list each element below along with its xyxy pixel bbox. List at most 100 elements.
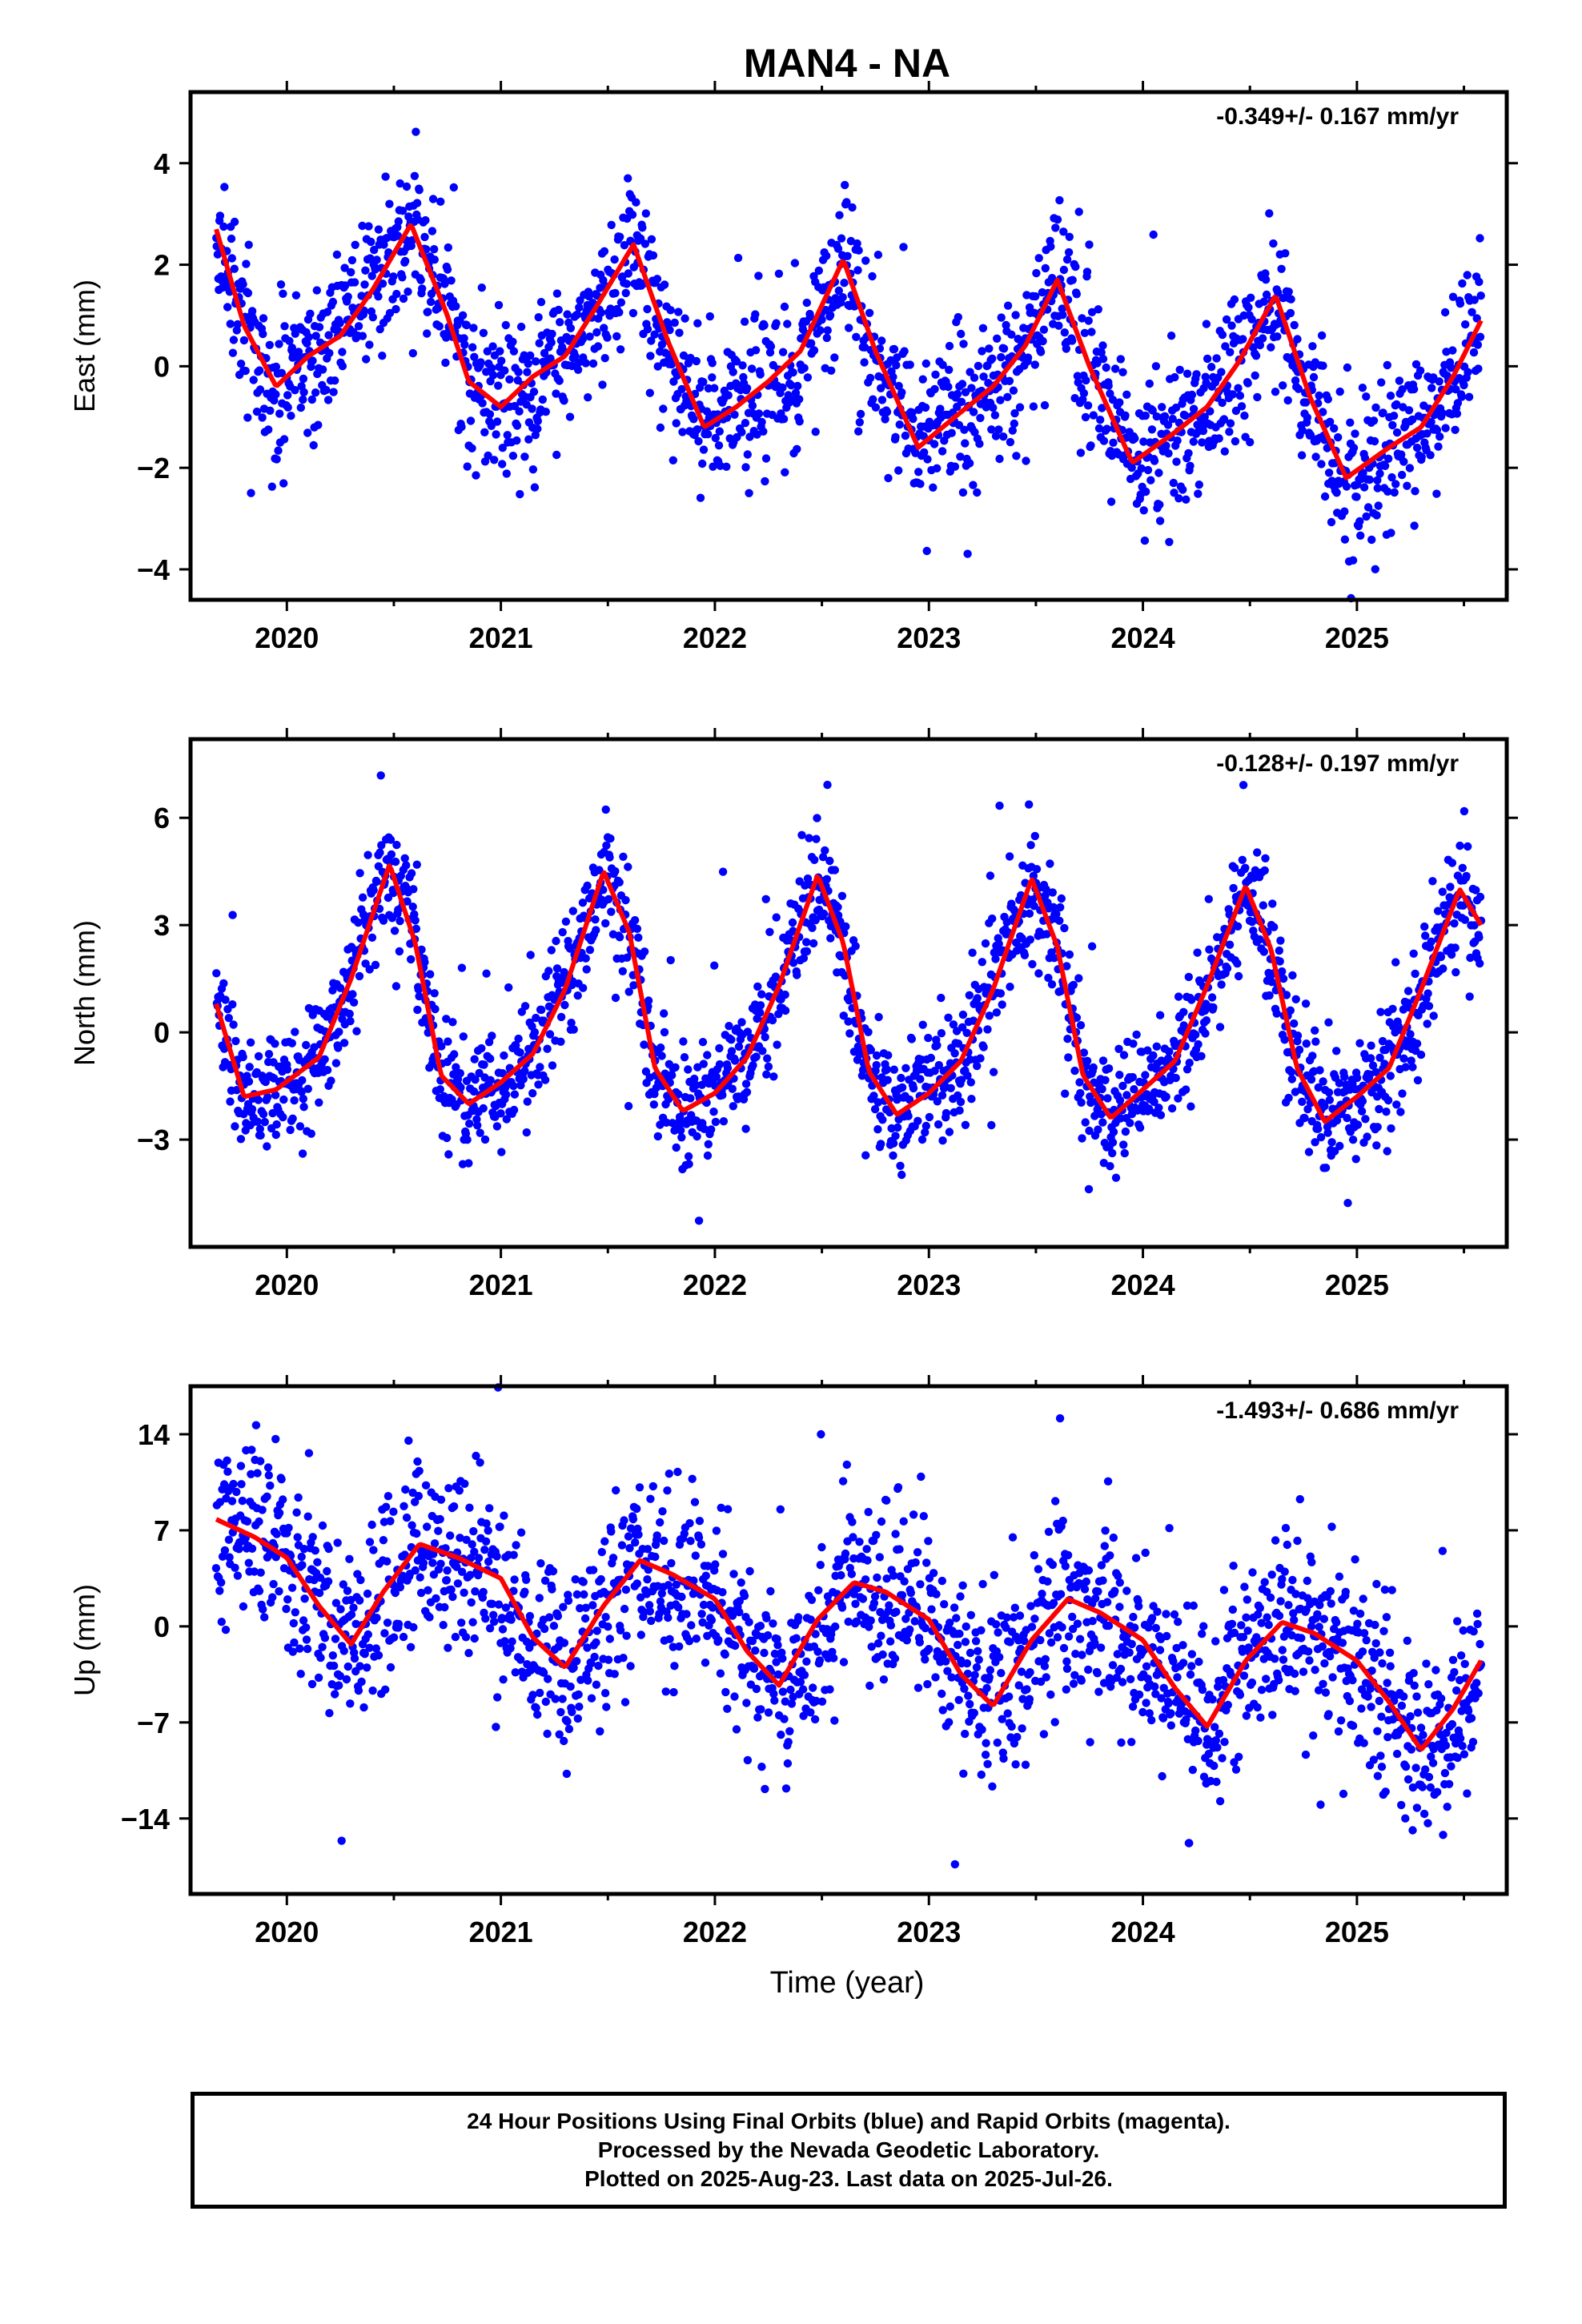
data-point [259, 329, 267, 339]
data-point [787, 380, 796, 390]
data-point [335, 1681, 343, 1690]
data-point [398, 207, 408, 215]
data-point [995, 801, 1004, 810]
data-point [498, 444, 507, 452]
data-point [615, 933, 624, 942]
data-point [634, 1530, 643, 1539]
data-point [904, 1112, 913, 1120]
data-point [1080, 328, 1090, 337]
data-point [1215, 434, 1223, 443]
data-point [1398, 385, 1407, 394]
data-point [882, 1065, 892, 1074]
data-point [400, 854, 409, 863]
data-point [237, 1480, 246, 1489]
data-point [374, 1651, 383, 1660]
data-point [399, 294, 408, 304]
data-point [942, 1108, 951, 1118]
data-point [320, 1634, 330, 1642]
data-point [1085, 240, 1094, 249]
data-point [390, 927, 400, 935]
data-point [999, 344, 1009, 353]
data-point [474, 1554, 484, 1562]
data-point [1442, 348, 1451, 356]
data-point [649, 1100, 658, 1109]
data-point [795, 395, 804, 404]
data-point [1162, 441, 1170, 450]
data-point [1474, 364, 1483, 373]
data-point [945, 1128, 954, 1136]
data-point [1106, 497, 1116, 506]
data-point [872, 1051, 881, 1060]
data-point [1265, 209, 1274, 218]
data-point [845, 324, 853, 332]
data-point [1273, 332, 1282, 341]
data-point [1269, 239, 1278, 248]
data-point [957, 329, 966, 339]
data-point [1215, 1023, 1225, 1031]
data-point [253, 1117, 262, 1126]
data-point [331, 1059, 341, 1068]
data-point [757, 1705, 765, 1714]
data-point [1383, 487, 1392, 496]
data-point [784, 1738, 793, 1747]
data-point [861, 1575, 870, 1584]
data-point [1154, 468, 1163, 477]
data-point [1358, 1096, 1367, 1106]
data-point [1275, 946, 1284, 955]
data-point [1366, 1054, 1375, 1063]
data-point [716, 1669, 725, 1678]
data-point [504, 983, 513, 992]
data-point [513, 376, 522, 385]
data-point [1359, 468, 1367, 477]
data-point [264, 1471, 273, 1480]
data-point [1353, 1120, 1363, 1129]
data-point [1324, 1018, 1333, 1027]
data-point [878, 1650, 887, 1659]
data-point [961, 1120, 970, 1130]
data-point [860, 358, 869, 367]
data-point [288, 1114, 297, 1124]
data-point [885, 1601, 893, 1610]
data-point [1148, 406, 1157, 415]
data-point [1076, 1088, 1085, 1098]
data-point [619, 852, 628, 862]
data-point [1034, 969, 1043, 978]
data-point [946, 1084, 955, 1093]
data-point [1181, 411, 1190, 420]
data-point [993, 334, 1002, 343]
data-point [805, 834, 813, 842]
data-point [1054, 321, 1063, 330]
data-point [745, 489, 753, 497]
data-point [503, 431, 512, 440]
data-point [781, 468, 789, 476]
data-point [1272, 1009, 1281, 1018]
data-point [1122, 390, 1131, 399]
data-point [1089, 1063, 1098, 1072]
data-point [664, 1613, 673, 1622]
data-point [259, 314, 268, 323]
y-tick-label: 2 [154, 249, 170, 282]
data-point [711, 433, 720, 443]
data-point [987, 1120, 996, 1130]
data-point [223, 1467, 232, 1476]
data-point [763, 1054, 772, 1063]
data-point [608, 1554, 618, 1562]
data-point [616, 298, 626, 307]
data-point [488, 364, 496, 372]
data-point [328, 297, 338, 307]
data-point [387, 850, 396, 859]
data-point [335, 1027, 343, 1036]
data-point [1175, 365, 1184, 374]
data-point [1108, 1148, 1117, 1158]
data-point [1281, 249, 1290, 258]
data-point [766, 342, 776, 351]
data-point [1387, 472, 1396, 482]
data-point [1078, 314, 1086, 323]
data-point [1233, 922, 1243, 931]
data-point [825, 311, 835, 320]
data-point [255, 385, 265, 394]
data-point [1367, 535, 1376, 545]
data-point [263, 1492, 271, 1502]
data-point [843, 251, 852, 260]
data-point [1476, 292, 1485, 300]
